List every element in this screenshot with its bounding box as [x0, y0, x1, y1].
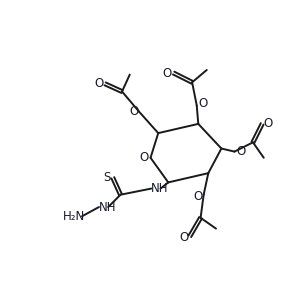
Text: H₂N: H₂N — [63, 210, 85, 223]
Text: O: O — [139, 151, 148, 164]
Text: NH: NH — [99, 200, 116, 213]
Text: NH: NH — [151, 182, 169, 195]
Text: S: S — [104, 171, 111, 184]
Text: O: O — [198, 97, 207, 110]
Text: O: O — [94, 77, 104, 90]
Text: O: O — [236, 145, 245, 158]
Text: O: O — [264, 118, 273, 130]
Text: O: O — [129, 105, 138, 118]
Text: O: O — [193, 190, 202, 203]
Text: O: O — [179, 231, 188, 244]
Text: O: O — [163, 67, 172, 79]
